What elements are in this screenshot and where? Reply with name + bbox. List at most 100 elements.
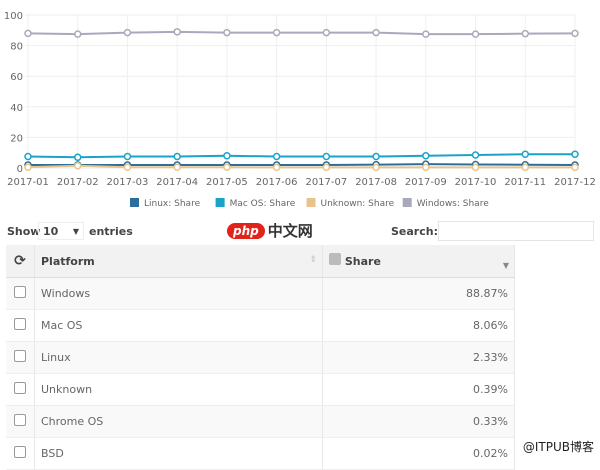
- entries-select[interactable]: 10 ▼: [38, 222, 84, 240]
- platform-cell: Mac OS: [34, 309, 323, 342]
- data-point: [272, 163, 281, 172]
- data-point: [173, 163, 181, 171]
- legend-swatch: [402, 198, 412, 207]
- data-point: [571, 29, 579, 38]
- x-tick-label: 2017-12: [554, 177, 596, 188]
- x-tick-label: 2017-07: [305, 177, 347, 188]
- sort-icon: ⇕: [309, 254, 317, 265]
- search-input[interactable]: [438, 221, 594, 241]
- chevron-down-icon: ▼: [72, 227, 79, 236]
- data-point: [173, 152, 181, 161]
- data-point: [123, 163, 132, 171]
- legend-swatch: [130, 198, 139, 207]
- series-line: [27, 153, 575, 159]
- table-row[interactable]: Linux 2.33%: [6, 341, 515, 374]
- share-header[interactable]: Share ▼: [322, 245, 515, 278]
- legend-label: Mac OS: Share: [230, 199, 296, 209]
- data-point: [272, 28, 281, 37]
- row-checkbox[interactable]: [14, 318, 26, 330]
- data-point: [73, 30, 82, 38]
- row-checkbox[interactable]: [14, 286, 26, 298]
- platform-table: ⟳ Platform ⇕ Share ▼ Windows 88.87% Mac OS 8.…: [6, 245, 515, 470]
- share-cell: 0.33%: [322, 405, 515, 438]
- table-row[interactable]: Mac OS 8.06%: [6, 309, 515, 342]
- legend-swatch: [306, 198, 316, 207]
- x-tick-label: 2017-10: [455, 177, 497, 188]
- data-point: [571, 150, 579, 158]
- search-label: Search:: [391, 225, 438, 238]
- data-point: [471, 163, 480, 172]
- y-tick-label: 20: [10, 133, 23, 144]
- entries-label: entries: [89, 225, 133, 238]
- table-row[interactable]: Chrome OS 0.33%: [6, 405, 515, 438]
- logo-php: php: [227, 222, 265, 239]
- platform-cell: BSD: [34, 437, 323, 470]
- series-line: [27, 164, 575, 169]
- logo-text: 中文网: [267, 222, 313, 240]
- x-tick-label: 2017-02: [57, 177, 99, 188]
- x-tick-label: 2017-11: [504, 177, 546, 188]
- share-cell: 88.87%: [322, 277, 515, 310]
- x-tick-label: 2017-09: [405, 177, 447, 188]
- x-tick-label: 2017-06: [256, 177, 298, 188]
- data-point: [422, 152, 430, 160]
- data-point: [173, 28, 181, 36]
- table-row[interactable]: BSD 0.02%: [6, 437, 515, 470]
- data-point: [372, 152, 380, 161]
- refresh-icon: ⟳: [14, 253, 26, 269]
- share-cell: 0.02%: [322, 437, 515, 470]
- data-point: [422, 30, 430, 38]
- data-point: [322, 163, 331, 172]
- legend-swatch: [215, 198, 225, 207]
- checkbox-checked-icon: [329, 252, 341, 265]
- data-point: [223, 163, 231, 171]
- platform-cell: Windows: [34, 277, 323, 310]
- table-row[interactable]: Unknown 0.39%: [6, 373, 515, 406]
- x-tick-label: 2017-05: [206, 177, 248, 188]
- legend-label: Linux: Share: [144, 199, 201, 209]
- y-tick-label: 60: [10, 72, 23, 83]
- data-point: [322, 28, 331, 37]
- platform-header[interactable]: Platform ⇕: [34, 245, 323, 278]
- data-point: [372, 28, 380, 37]
- share-header-label: Share: [344, 254, 381, 268]
- refresh-button[interactable]: ⟳: [6, 245, 35, 278]
- series-line: [28, 163, 576, 166]
- table-row[interactable]: Windows 88.87%: [6, 277, 515, 310]
- legend-label: Unknown: Share: [321, 199, 395, 209]
- platform-cell: Linux: [34, 341, 323, 374]
- x-tick-label: 2017-08: [355, 177, 397, 188]
- data-point: [521, 150, 530, 158]
- x-tick-label: 2017-01: [7, 177, 49, 188]
- data-point: [24, 29, 32, 38]
- data-point: [223, 152, 231, 160]
- data-point: [123, 152, 132, 161]
- line-chart: 0 20 40 60 80 100 2017-01 2017-02 2017-03 2017-04…: [4, 11, 596, 209]
- data-point: [471, 30, 480, 38]
- y-tick-label: 0: [17, 164, 23, 175]
- data-point: [322, 152, 331, 161]
- logo: php 中文网: [227, 220, 313, 241]
- data-point: [422, 163, 430, 172]
- data-point: [24, 152, 32, 161]
- y-tick-label: 100: [4, 11, 23, 22]
- platform-header-label: Platform: [41, 254, 95, 268]
- show-label: Show: [7, 225, 41, 238]
- row-checkbox[interactable]: [14, 446, 26, 458]
- platform-cell: Unknown: [34, 373, 323, 406]
- data-point: [471, 151, 480, 159]
- data-point: [372, 163, 380, 172]
- row-checkbox[interactable]: [14, 414, 26, 426]
- data-point: [272, 152, 281, 161]
- data-point: [73, 161, 82, 170]
- platform-cell: Chrome OS: [34, 405, 323, 438]
- row-checkbox[interactable]: [14, 382, 26, 394]
- row-checkbox[interactable]: [14, 350, 26, 362]
- y-tick-label: 80: [10, 42, 23, 53]
- entries-value: 10: [43, 225, 59, 238]
- data-point: [24, 163, 32, 171]
- share-cell: 8.06%: [322, 309, 515, 342]
- data-point: [521, 29, 530, 38]
- series-line: [27, 30, 576, 36]
- share-cell: 2.33%: [322, 341, 515, 374]
